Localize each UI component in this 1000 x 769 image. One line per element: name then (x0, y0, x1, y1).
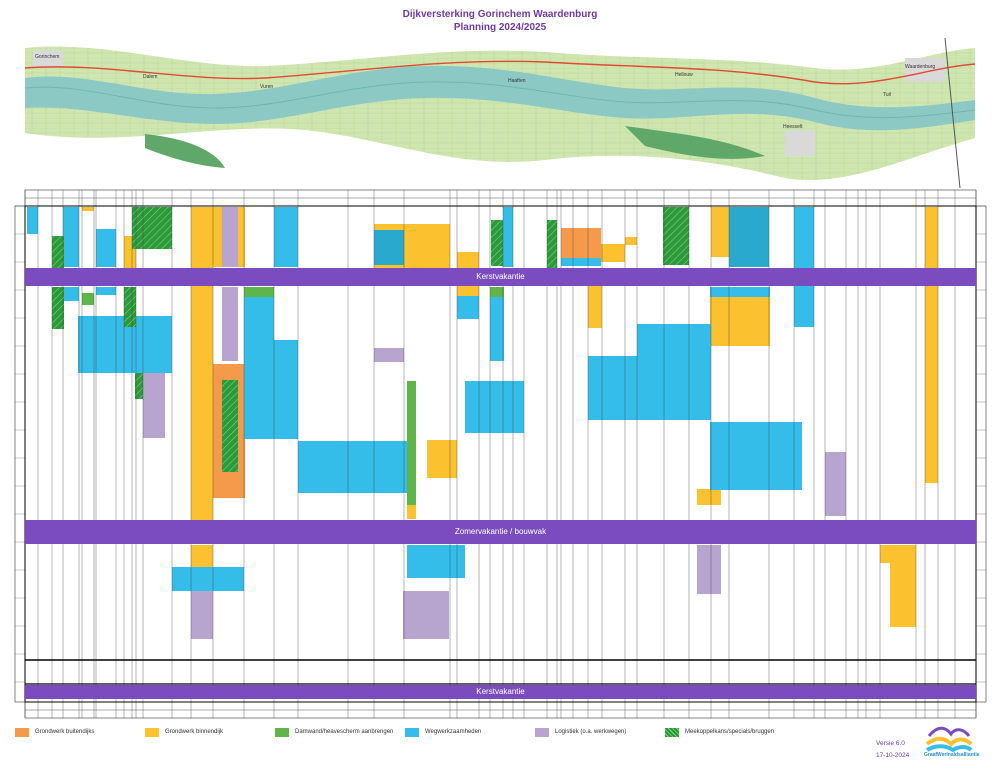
legend-swatch (405, 727, 419, 737)
map-label-heesselt: Heesselt (783, 124, 803, 130)
legend-item-damwand: Damwand/heavescherm aanbrengen (275, 726, 393, 738)
page-subtitle: Planning 2024/2025 (453, 22, 547, 33)
band-kerstvakantie-top: Kerstvakantie (25, 268, 976, 286)
legend-swatch (15, 727, 29, 737)
dike-route-map: Gorinchem Dalem Vuren Haaften Hellouw He… (25, 38, 975, 188)
map-label-waardenburg: Waardenburg (905, 64, 935, 70)
map-label-vuren: Vuren (260, 84, 273, 90)
legend-label: Grondwerk buitendijks (35, 729, 95, 735)
legend-label: Meekoppelkans/specials/bruggen (685, 729, 775, 735)
legend-swatch-hatched (665, 727, 679, 737)
legend-swatch (145, 727, 159, 737)
map-label-gorinchem: Gorinchem (35, 54, 59, 60)
map-label-hellouw: Hellouw (675, 72, 693, 78)
version-label: Versie 6.0 (876, 740, 905, 747)
map-label-dalem: Dalem (143, 74, 157, 80)
legend-item-logistiek: Logistiek (o.a. werkwegen) (535, 726, 626, 738)
legend-swatch (275, 727, 289, 737)
page-title: Dijkversterking Gorinchem Waardenburg (402, 9, 598, 20)
company-logo (925, 726, 973, 753)
logo-wordmark: GraafWerinaldsalliantie (924, 752, 980, 758)
legend-label: Grondwerk binnendijk (165, 729, 224, 735)
legend-label: Logistiek (o.a. werkwegen) (555, 729, 627, 735)
legend-item-meekoppelkans: Meekoppelkans/specials/bruggen (665, 726, 774, 738)
legend-item-wegwerkzaamheden: Wegwerkzaamheden (405, 726, 481, 738)
version-date: 17-10-2024 (876, 752, 910, 759)
legend-item-grondwerk-binnendijk: Grondwerk binnendijk (145, 726, 223, 738)
band-zomervakantie: Zomervakantie / bouwvak (25, 520, 976, 544)
legend-label: Wegwerkzaamheden (425, 729, 482, 735)
map-label-haaften: Haaften (508, 78, 526, 84)
band-kerstvakantie-bottom: Kerstvakantie (25, 685, 976, 699)
legend-item-grondwerk-buitendijks: Grondwerk buitendijks (15, 726, 94, 738)
map-label-tuil: Tuil (883, 92, 891, 98)
legend-label: Damwand/heavescherm aanbrengen (295, 729, 394, 735)
legend-swatch (535, 727, 549, 737)
